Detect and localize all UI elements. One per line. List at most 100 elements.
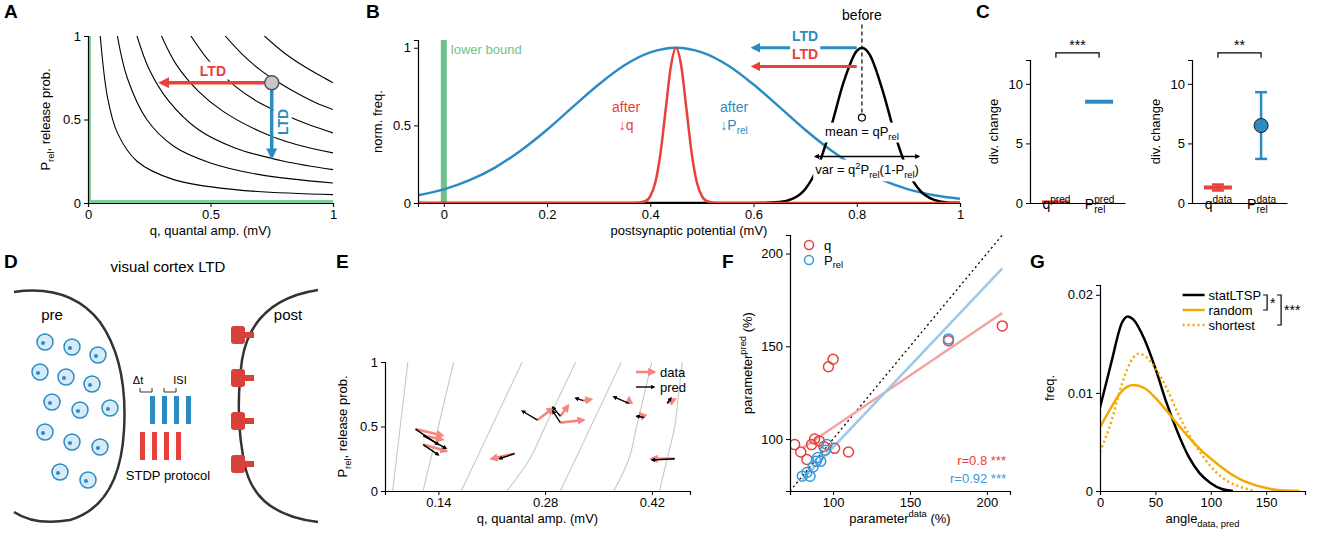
plot-marks [1100,316,1299,491]
tick: 0 [1016,196,1030,211]
text-part: data, pred [1197,519,1239,529]
lower-bound [88,200,333,203]
streamline [461,362,522,491]
text-part: (1-P [880,162,905,177]
vesicle [52,464,68,480]
streamline [560,362,621,491]
legend-entry: shortest [1183,318,1256,333]
text-part: data [1212,194,1232,205]
tick-mark [1026,203,1030,204]
panel: 100150200100150200r=0.8 ***r=0.92 ***qPr… [738,235,1010,526]
tick: 0 [1097,491,1104,510]
delay-bracket [140,388,152,392]
point [943,334,953,344]
significance-bracket [1263,295,1267,310]
tick: qdata [1205,194,1233,212]
tick-mark [414,125,418,126]
tick: 0.02 [1068,287,1100,302]
axis-line [414,41,419,204]
tick: 0.01 [1068,386,1100,401]
tick: 5 [1016,136,1030,151]
fit-line [802,268,1002,479]
tick-label: 150 [1256,495,1278,510]
tick: 100 [823,491,845,510]
error-cap [1212,183,1224,186]
legend-entry: Prel [805,253,844,271]
legend-symbol [636,386,654,387]
series-note: ↓Prel [720,117,748,136]
plot-marks [1204,92,1268,190]
pre-spike [174,396,179,424]
change-arrow [499,454,514,459]
legend-symbol [1183,324,1205,327]
diagram: visual cortex LTDΔtISISTDP protocolprepo… [14,258,318,522]
x-axis-title: postsynaptic potential (mV) [611,223,768,238]
correlation-label: r=0.92 *** [950,471,1006,486]
label-patch [813,160,921,182]
change-arrow [522,411,537,420]
tick: 0.5 [63,112,88,127]
vesicle [90,347,106,363]
text-part: rel [46,152,56,162]
change-arrow [423,445,438,455]
x-axis: 00.20.40.60.81 [419,203,965,222]
tick-label: 0.28 [533,495,558,510]
post-spike [152,432,157,460]
vesicle [44,394,60,410]
tick: 150 [900,491,922,510]
change-arrow [423,445,446,451]
vesicle-content [84,479,88,483]
text-part: data [1256,194,1276,205]
tick: 0.14 [426,491,451,510]
text-part: angle [1166,511,1198,526]
tick: 1 [371,355,385,370]
panel-letter: D [4,251,18,272]
tick-label: 0.8 [848,207,866,222]
curve [1100,354,1255,491]
axis-line [786,236,791,492]
tick-label: 10 [1171,76,1185,91]
y-axis-title: div. change [986,99,1001,165]
tick: 0 [404,196,418,211]
presynaptic-terminal [14,291,125,522]
pre-spike [150,396,155,424]
tick: 0.42 [640,491,665,510]
curve [418,48,960,203]
y-axis-title: Prel, release prob. [38,68,56,170]
tick: 200 [761,246,790,261]
tick-mark [1096,393,1100,394]
tick-label: 0 [85,207,92,222]
vesicle [37,334,53,350]
error-cap [1212,189,1224,192]
receptor [231,455,245,473]
plot-marks [88,36,333,203]
legend-symbol [1183,294,1205,297]
change-arrow [538,408,553,420]
tick: 0.8 [848,203,866,222]
text-part: pred [1050,194,1070,205]
tick: 0 [74,196,88,211]
tick: 0.4 [642,203,660,222]
tick-label: 0.5 [360,419,378,434]
panel: 00.5100.51LTDLTDq, quantal amp. (mV)Prel… [38,29,337,238]
tick-label: 100 [1200,495,1222,510]
point [843,447,853,457]
text-part: P [335,469,350,478]
tick-label: Pdatarel [1247,194,1276,216]
tick-mark [1188,84,1192,85]
text-part: rel [737,125,748,136]
tick-label: 150 [900,495,922,510]
arrow [270,88,274,156]
label-patch [823,123,901,143]
tick-label: 5 [1016,136,1023,151]
receptor-stem [244,375,254,381]
lower-bound [441,40,447,203]
vesicle-content [36,371,40,375]
text-part: P [824,253,833,268]
tick-label: Ppredrel [1085,194,1115,216]
tick-label: 0 [1016,196,1023,211]
label-patch [790,27,820,45]
tick-label: 150 [761,339,783,354]
text-part: (%) [927,511,951,526]
tick: 0 [85,203,92,222]
